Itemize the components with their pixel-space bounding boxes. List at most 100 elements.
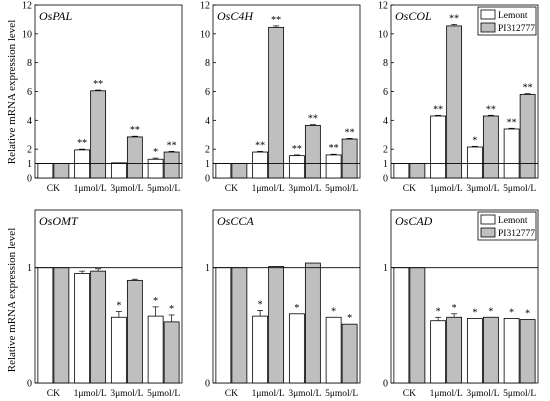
significance-mark: * <box>169 304 174 315</box>
bar-lemont <box>74 273 91 384</box>
x-tick-label: CK <box>225 389 238 399</box>
bar-lemont <box>503 318 520 384</box>
bar-lemont <box>288 155 305 179</box>
bar-lemont <box>252 315 269 384</box>
significance-mark: ** <box>255 140 265 151</box>
bar-pi312777 <box>163 321 180 384</box>
x-tick-label: 1μmol/L <box>430 184 463 194</box>
bar-lemont <box>110 316 127 384</box>
y-tick-label: 10 <box>200 29 210 40</box>
plot-frame <box>34 4 183 179</box>
chart-panel: 0124681012CK****1μmol/L****3μmol/L****5μ… <box>200 1 361 194</box>
x-tick-label: 5μmol/L <box>325 184 358 194</box>
chart-panel: 0 1 CK 1μmol/L * 3μmol/L * * 5μmol/L OsOMT <box>27 209 183 399</box>
chart-panel: 0124681012CK****1μmol/L**3μmol/L***5μmol… <box>22 1 183 194</box>
y-tick-label: 8 <box>383 58 388 69</box>
y-tick-label: 10 <box>22 29 32 40</box>
significance-mark: * <box>525 309 530 320</box>
y-axis-label-top: Relative mRNA expression level <box>6 20 18 165</box>
chart-panels: 0124681012CK****1μmol/L**3μmol/L***5μmol… <box>22 1 539 399</box>
legend-swatch-lemont <box>480 214 496 225</box>
bar-lemont <box>466 318 483 384</box>
y-tick-label: 0 <box>383 379 388 390</box>
significance-mark: * <box>436 306 441 317</box>
bar-pi312777 <box>341 323 358 384</box>
x-tick-label: 1μmol/L <box>252 389 285 399</box>
y-tick-label: 1 <box>205 263 210 274</box>
x-tick-label: 1μmol/L <box>74 389 107 399</box>
bar-pi312777 <box>90 90 107 179</box>
y-tick-label: 2 <box>383 145 388 156</box>
significance-mark: ** <box>507 117 517 128</box>
significance-mark: * <box>488 306 493 317</box>
x-tick-label: 3μmol/L <box>110 184 143 194</box>
x-tick-label: 1μmol/L <box>252 184 285 194</box>
bar-lemont <box>288 313 305 384</box>
chart-panel: 0 1 CK * * 1μmol/L * * 3μmol/L * * 5μmol/L OsCAD Lemo… <box>383 209 539 399</box>
bar-pi312777 <box>304 262 321 384</box>
significance-mark: ** <box>329 143 339 154</box>
significance-mark: ** <box>77 138 87 149</box>
bar-pi312777 <box>341 138 358 179</box>
bar-lemont <box>325 316 342 384</box>
significance-mark: * <box>294 303 299 314</box>
bar-pi312777 <box>126 136 143 179</box>
bar-pi312777 <box>409 267 426 384</box>
chart-panel: 0 1 CK * 1μmol/L * 3μmol/L * * 5μmol/L OsCCA <box>205 209 361 399</box>
y-tick-label: 2 <box>205 145 210 156</box>
bar-pi312777 <box>409 163 426 179</box>
bar-lemont <box>215 163 232 179</box>
panel-title: OsCCA <box>217 214 254 228</box>
bar-lemont <box>37 267 54 384</box>
legend-label-lemont: Lemont <box>498 216 528 226</box>
x-tick-label: 3μmol/L <box>288 184 321 194</box>
y-tick-label: 0 <box>205 379 210 390</box>
legend-swatch-pi312777 <box>480 22 496 33</box>
y-tick-label: 6 <box>205 87 210 98</box>
panel-title: OsC4H <box>217 9 254 23</box>
x-tick-label: 3μmol/L <box>466 184 499 194</box>
bar-lemont <box>430 115 447 179</box>
significance-mark: * <box>153 296 158 307</box>
x-tick-label: 3μmol/L <box>110 389 143 399</box>
bar-pi312777 <box>482 115 499 179</box>
y-tick-label: 4 <box>205 116 210 127</box>
bar-pi312777 <box>268 266 285 384</box>
plot-frame <box>34 209 183 384</box>
bar-lemont <box>466 146 483 179</box>
bar-pi312777 <box>163 151 180 179</box>
y-tick-label: 6 <box>27 87 32 98</box>
panel-title: OsCOL <box>395 9 432 23</box>
bar-pi312777 <box>231 163 248 179</box>
significance-mark: ** <box>345 127 355 138</box>
significance-mark: ** <box>271 15 281 26</box>
y-tick-label: 0 <box>27 174 32 185</box>
panel-title: OsOMT <box>39 214 79 228</box>
significance-mark: ** <box>308 114 318 125</box>
significance-mark: * <box>153 147 158 158</box>
legend-swatch-pi312777 <box>480 227 496 238</box>
y-tick-label: 12 <box>200 1 210 12</box>
bar-lemont <box>252 151 269 179</box>
bar-pi312777 <box>446 316 463 384</box>
x-tick-label: CK <box>403 184 416 194</box>
x-tick-label: 3μmol/L <box>466 389 499 399</box>
significance-mark: * <box>452 303 457 314</box>
significance-mark: ** <box>93 79 103 90</box>
bar-lemont <box>325 154 342 179</box>
y-tick-label: 2 <box>27 145 32 156</box>
bar-lemont <box>110 162 127 179</box>
bar-lemont <box>503 128 520 179</box>
significance-mark: * <box>258 299 263 310</box>
bar-pi312777 <box>519 93 536 179</box>
bar-lemont <box>215 267 232 384</box>
legend-label-pi312777: PI312777 <box>498 229 535 239</box>
x-tick-label: 1μmol/L <box>74 184 107 194</box>
x-tick-label: 5μmol/L <box>503 389 536 399</box>
legend-label-lemont: Lemont <box>498 11 528 21</box>
y-tick-label: 1 <box>383 263 388 274</box>
bar-pi312777 <box>482 316 499 384</box>
panel-title: OsPAL <box>39 9 72 23</box>
significance-mark: ** <box>523 83 533 94</box>
